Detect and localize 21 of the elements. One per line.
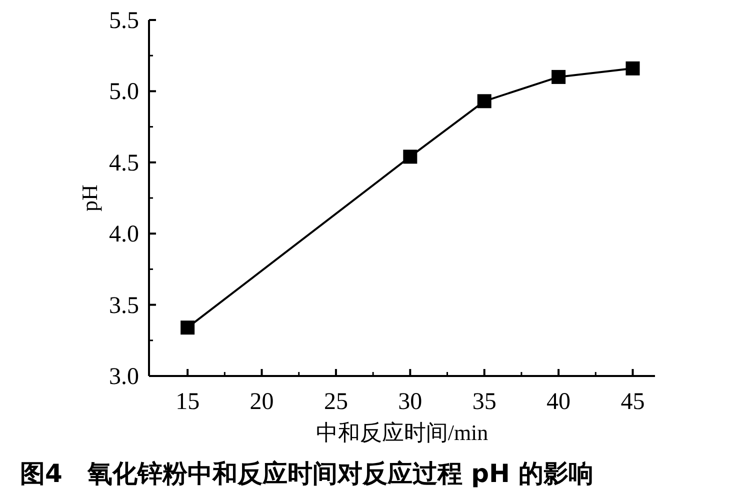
- x-tick-label: 45: [620, 389, 645, 415]
- y-tick-label: 4.0: [109, 222, 139, 248]
- x-axis-title: 中和反应时间/min: [316, 420, 488, 445]
- point: [552, 70, 566, 84]
- point: [626, 61, 640, 76]
- caption: 图4 氧化锌粉中和反应时间对反应过程 pH 的影响: [20, 459, 594, 488]
- point: [403, 150, 418, 164]
- point: [180, 320, 195, 335]
- y-tick-label: 5.5: [109, 8, 139, 34]
- x-tick-label: 25: [324, 389, 348, 415]
- point: [477, 94, 492, 108]
- y-tick-label: 5.0: [109, 79, 139, 106]
- y-tick-label: 4.5: [109, 150, 139, 176]
- x-tick-label: 15: [176, 389, 200, 415]
- y-axis-title: pH: [77, 184, 102, 212]
- x-tick-label: 35: [472, 389, 496, 415]
- y-tick-label: 3.0: [109, 364, 139, 390]
- x-tick-label: 30: [398, 389, 422, 415]
- x-tick-label: 40: [546, 389, 571, 415]
- y-tick-label: 3.5: [109, 292, 139, 319]
- x-tick-label: 20: [250, 389, 274, 415]
